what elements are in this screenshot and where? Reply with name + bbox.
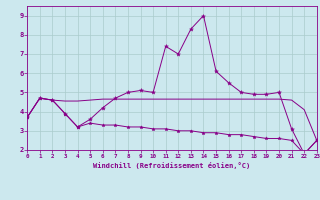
X-axis label: Windchill (Refroidissement éolien,°C): Windchill (Refroidissement éolien,°C) [93, 162, 251, 169]
